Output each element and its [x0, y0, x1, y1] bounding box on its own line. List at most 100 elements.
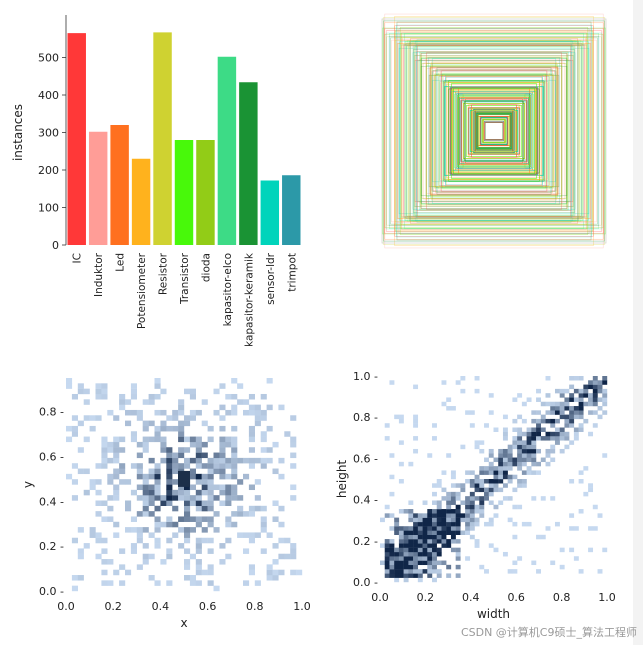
- heatmap-cell: [403, 577, 409, 583]
- heatmap-cell: [260, 527, 267, 533]
- heatmap-cell: [465, 470, 471, 475]
- bbox-outline: [431, 71, 557, 191]
- heatmap-cell: [540, 418, 546, 424]
- heatmap-cell: [441, 530, 447, 535]
- heatmap-cell: [160, 425, 167, 432]
- heatmap-cell: [189, 441, 196, 448]
- heatmap-cell: [148, 436, 155, 443]
- heatmap-cell: [521, 521, 527, 527]
- heatmap-cell: [427, 530, 433, 535]
- heatmap-cell: [417, 521, 423, 527]
- heatmap-cell: [384, 560, 390, 566]
- heatmap-cell: [219, 404, 226, 411]
- heatmap-cell: [427, 509, 433, 514]
- heatmap-cell: [130, 548, 137, 554]
- bbox-outline: [414, 45, 574, 217]
- heatmap-cell: [195, 489, 202, 496]
- heatmap-cell: [113, 441, 120, 448]
- heatmap-cell: [450, 521, 456, 527]
- heatmap-cell: [432, 560, 437, 566]
- heatmap-cell: [512, 427, 518, 432]
- heatmap-cell: [389, 564, 395, 570]
- heatmap-cell: [160, 457, 167, 464]
- heatmap-cell: [569, 526, 575, 531]
- heatmap-cell: [569, 393, 575, 398]
- heatmap-cell: [119, 436, 126, 443]
- heatmap-cell: [583, 466, 589, 471]
- bbox-outline: [384, 34, 604, 228]
- heatmap-cell: [441, 487, 447, 493]
- bbox-outline: [403, 45, 585, 217]
- x-tick-label: trimpot: [286, 253, 298, 292]
- heatmap-cell: [446, 513, 452, 518]
- heatmap-cell: [488, 461, 494, 467]
- heatmap-cell: [455, 539, 461, 544]
- heatmap-cell: [417, 560, 423, 566]
- heatmap-cell: [469, 526, 475, 531]
- heatmap-cell: [502, 483, 508, 488]
- heatmap-cell: [554, 388, 560, 394]
- heatmap-cell: [254, 457, 261, 464]
- heatmap-cell: [578, 406, 584, 411]
- heatmap-cell: [142, 543, 149, 549]
- heatmap-cell: [432, 543, 437, 548]
- heatmap-cell: [460, 517, 466, 523]
- heatmap-cell: [243, 409, 250, 416]
- bbox-outline: [446, 76, 542, 186]
- bbox-outline: [426, 52, 562, 210]
- heatmap-cell: [243, 548, 250, 554]
- heatmap-cell: [550, 431, 556, 437]
- heatmap-cell: [540, 401, 546, 407]
- heatmap-cell: [248, 447, 255, 453]
- x-tick-label: Induktor: [93, 252, 105, 297]
- heatmap-cell: [154, 521, 161, 528]
- heatmap-cell: [408, 509, 414, 514]
- bbox-outline: [416, 44, 572, 218]
- heatmap-cell: [432, 539, 437, 544]
- bbox-outline: [390, 37, 598, 225]
- heatmap-cell: [71, 495, 78, 501]
- heatmap-cell: [517, 414, 523, 420]
- heatmap-cell: [389, 551, 395, 557]
- heatmap-cell: [588, 526, 594, 531]
- heatmap-cell: [160, 495, 167, 501]
- heatmap-cell: [278, 553, 285, 560]
- heatmap-cell: [107, 580, 114, 586]
- heatmap-cell: [101, 447, 108, 453]
- heatmap-cell: [550, 418, 556, 424]
- heatmap-cell: [441, 380, 447, 385]
- heatmap-cell: [130, 516, 137, 522]
- heatmap-cell: [536, 431, 541, 437]
- heatmap-cell: [417, 569, 423, 574]
- heatmap-cell: [526, 440, 532, 445]
- heatmap-cell: [531, 453, 537, 458]
- heatmap-cell: [266, 532, 273, 538]
- heatmap-cell: [66, 425, 73, 432]
- heatmap-cell: [101, 457, 108, 464]
- heatmap-cell: [213, 468, 220, 475]
- heatmap-cell: [166, 548, 173, 554]
- heatmap-cell: [148, 473, 155, 480]
- heatmap-cell: [95, 383, 102, 389]
- heatmap-cell: [394, 573, 400, 578]
- heatmap-cell: [119, 580, 126, 586]
- heatmap-cell: [101, 441, 108, 448]
- heatmap-cell: [417, 543, 423, 548]
- heatmap-cell: [507, 444, 513, 450]
- heatmap-cell: [219, 452, 226, 459]
- heatmap-cell: [493, 457, 499, 463]
- heatmap-cell: [107, 505, 114, 512]
- heatmap-cell: [89, 415, 96, 421]
- heatmap-cell: [231, 452, 238, 459]
- heatmap-cell: [166, 452, 173, 459]
- heatmap-cell: [536, 410, 541, 415]
- heatmap-cell: [207, 500, 214, 506]
- heatmap-cell: [243, 473, 250, 480]
- heatmap-cell: [384, 564, 390, 570]
- scrollbar[interactable]: [633, 0, 643, 645]
- heatmap-cell: [427, 543, 433, 548]
- heatmap-cell: [545, 461, 551, 467]
- heatmap-cell: [101, 500, 108, 506]
- heatmap-cell: [488, 393, 494, 398]
- heatmap-cell: [592, 410, 598, 415]
